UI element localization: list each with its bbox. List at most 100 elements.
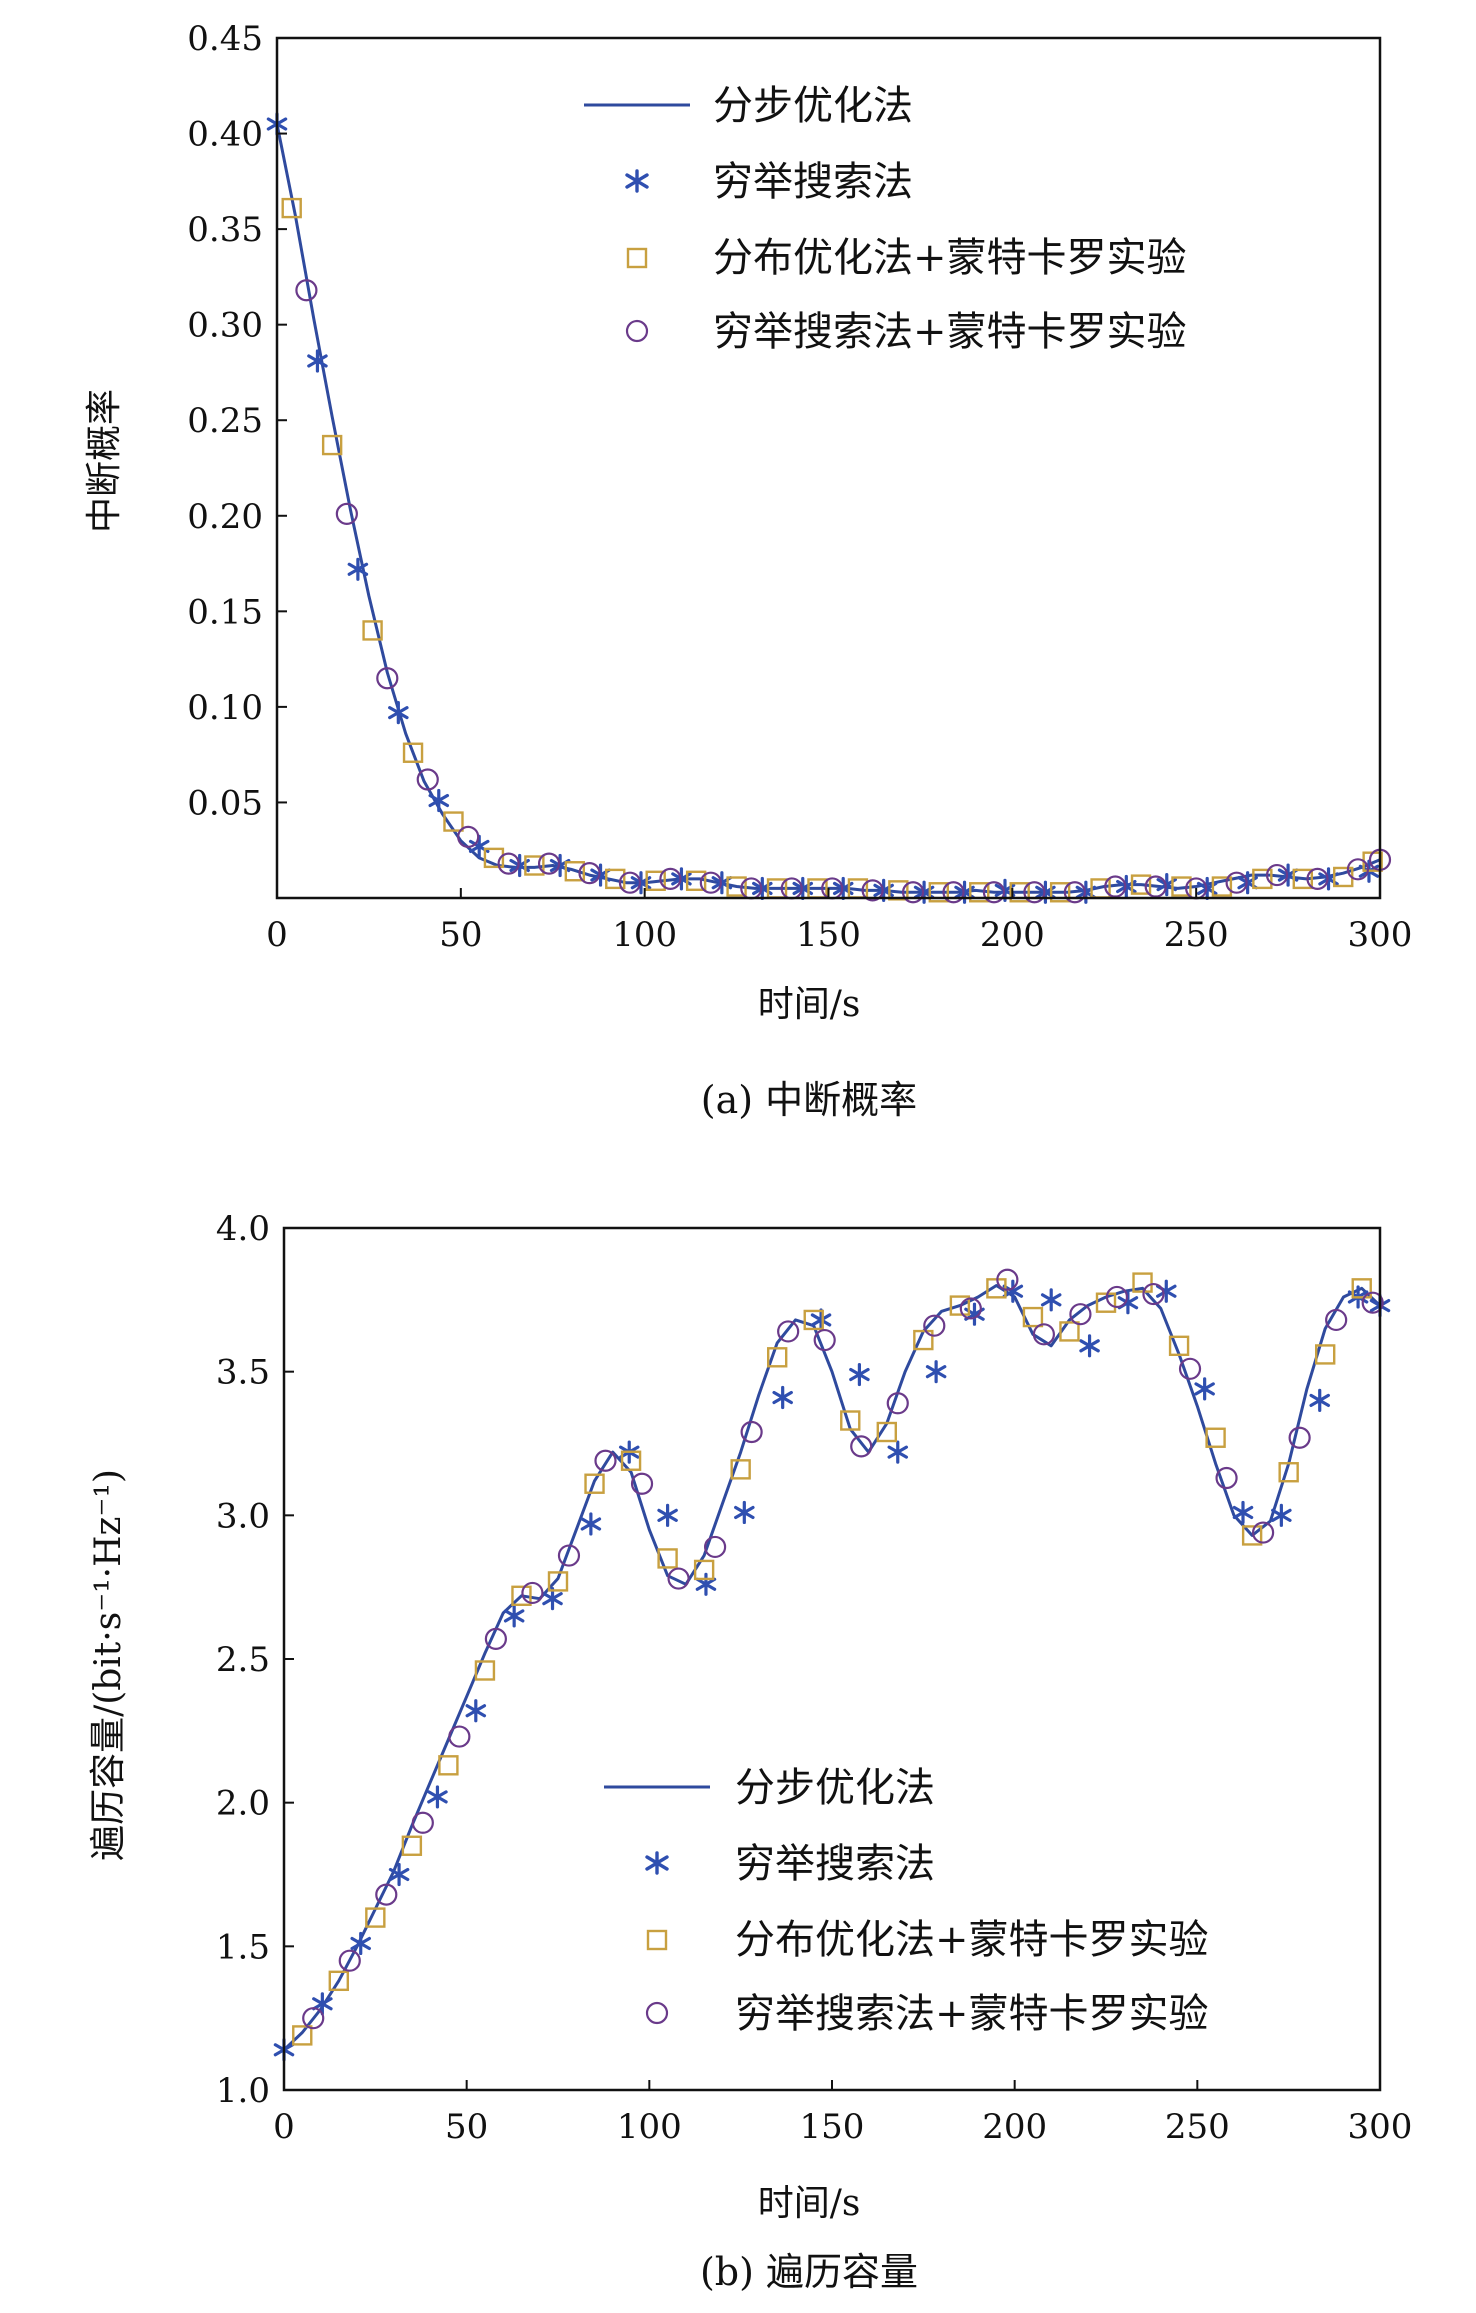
chart-a-square-point bbox=[362, 620, 383, 641]
chart-b-ytick-label: 1.5 bbox=[216, 1927, 270, 1967]
chart-a-circle-point bbox=[1144, 875, 1167, 898]
chart-b-circle-point bbox=[594, 1449, 617, 1472]
chart-b-star-point bbox=[1271, 1503, 1292, 1527]
chart-a-circle-point bbox=[578, 862, 601, 885]
chart-b-square-point bbox=[803, 1309, 824, 1331]
chart-a-ytick-label: 0.30 bbox=[187, 306, 263, 346]
chart-b-star-point bbox=[350, 1931, 371, 1956]
chart-a-data-layer bbox=[266, 112, 1392, 904]
chart-b-circle-point bbox=[813, 1328, 836, 1352]
chart-b-square-point bbox=[1059, 1321, 1080, 1342]
chart-b-star-point bbox=[657, 1503, 678, 1527]
chart-b-circle-point bbox=[630, 1472, 654, 1495]
chart-a-circle-point bbox=[1023, 881, 1046, 904]
chart-a-square-point bbox=[443, 811, 464, 832]
chart-b-star-point bbox=[503, 1604, 525, 1628]
chart-b-circle-point bbox=[959, 1297, 982, 1320]
chart-a-xtick-label: 150 bbox=[796, 915, 861, 955]
chart-a-ticks: 0 50 100 150 200 250 300 0.05 0.10 0.15 0.20 0.25 0.… bbox=[187, 19, 1412, 955]
chart-a-circle-point bbox=[537, 852, 561, 875]
chart-a-square-point bbox=[1171, 876, 1192, 897]
chart-b-square-point bbox=[1205, 1427, 1226, 1448]
chart-a-ylabel: 中断概率 bbox=[84, 389, 125, 533]
chart-a-square-point bbox=[281, 197, 302, 219]
chart-b-ticks: 0 50 100 150 200 250 300 1.0 1.5 2.0 2.5 3.0 3.5 4.0 bbox=[216, 1209, 1413, 2147]
chart-b-square-point bbox=[474, 1660, 496, 1681]
chart-a-xtick-label: 250 bbox=[1164, 915, 1229, 955]
chart-a-circle-point bbox=[1225, 871, 1248, 894]
chart-a-square-point bbox=[1009, 882, 1030, 903]
chart-b-square-point bbox=[1314, 1344, 1336, 1365]
chart-b-square-point bbox=[365, 1907, 386, 1928]
chart-a-square-point bbox=[1130, 874, 1152, 895]
chart-b-circle-point bbox=[1215, 1466, 1238, 1490]
chart-b-circle-point bbox=[484, 1627, 507, 1650]
chart-b-star-point bbox=[1079, 1334, 1100, 1358]
chart-a-xtick-label: 50 bbox=[439, 915, 482, 955]
chart-a-xtick-label: 300 bbox=[1348, 915, 1413, 955]
chart-a-circle-point bbox=[416, 768, 439, 791]
chart-a-circle-point bbox=[335, 502, 358, 525]
chart-b-star-point bbox=[427, 1785, 448, 1809]
chart-b-square-point bbox=[584, 1473, 605, 1494]
chart-b-xtick-label: 250 bbox=[1165, 2107, 1230, 2147]
chart-b-square-point bbox=[730, 1459, 751, 1480]
chart-b-circle-point bbox=[411, 1811, 434, 1834]
chart-b-square-point bbox=[620, 1450, 642, 1471]
chart-b-ytick-label: 3.5 bbox=[216, 1353, 270, 1393]
chart-a-ytick-label: 0.45 bbox=[187, 19, 263, 59]
chart-b-square-point bbox=[1132, 1272, 1153, 1293]
chart-b-ytick-label: 1.0 bbox=[216, 2071, 270, 2111]
chart-b-square-point bbox=[328, 1970, 349, 1992]
chart-a-star-point bbox=[307, 349, 328, 373]
chart-a-legend: 分步优化法 穷举搜索法 分布优化法+蒙特卡罗实验 穷举搜索法+蒙特卡罗实验 bbox=[584, 83, 1187, 355]
chart-b-legend: 分步优化法 穷举搜索法 分布优化法+蒙特卡罗实验 穷举搜索法+蒙特卡罗实验 bbox=[604, 1765, 1209, 2037]
chart-b-xtick-label: 50 bbox=[445, 2107, 488, 2147]
chart-b-star-point bbox=[1232, 1500, 1254, 1525]
chart-a-square-point bbox=[1252, 868, 1273, 890]
chart-outage-probability: 0 50 100 150 200 250 300 0.05 0.10 0.15 0.20 0.25 0.… bbox=[84, 19, 1412, 1122]
chart-b-star-point bbox=[1194, 1377, 1215, 1401]
chart-a-ytick-label: 0.10 bbox=[187, 688, 263, 728]
chart-b-star-point bbox=[542, 1587, 563, 1611]
chart-b-square-point bbox=[913, 1329, 934, 1351]
chart-a-xlabel: 时间/s bbox=[758, 984, 861, 1025]
chart-a-circle-point bbox=[497, 852, 520, 875]
chart-a-circle-point bbox=[376, 667, 399, 690]
chart-b-square-point bbox=[1095, 1292, 1117, 1313]
chart-b-star-point bbox=[580, 1512, 602, 1536]
chart-a-square-point bbox=[1049, 882, 1071, 903]
chart-a-circle-point bbox=[1306, 867, 1329, 890]
chart-b-ytick-label: 2.0 bbox=[216, 1784, 270, 1824]
legend-b-square-marker bbox=[646, 1929, 668, 1951]
chart-ergodic-capacity: 0 50 100 150 200 250 3001.01.52.02.53.03.54.0 … bbox=[88, 1209, 1412, 2294]
chart-a-square-point bbox=[1211, 876, 1233, 897]
chart-b-square-point bbox=[767, 1347, 788, 1368]
chart-b-circle-point bbox=[667, 1567, 690, 1590]
chart-b-circle-point bbox=[1325, 1308, 1348, 1332]
chart-a-circle-point bbox=[295, 279, 318, 302]
chart-b-data-layer bbox=[273, 1268, 1391, 2062]
chart-b-ytick-label: 3.0 bbox=[216, 1496, 270, 1536]
chart-b-square-point bbox=[547, 1571, 569, 1592]
chart-b-xtick-label: 150 bbox=[800, 2107, 865, 2147]
chart-b-square-point bbox=[292, 2025, 313, 2046]
chart-a-square-point bbox=[888, 880, 909, 901]
chart-b-square-point bbox=[949, 1295, 971, 1316]
chart-b-xtick-label: 200 bbox=[982, 2107, 1047, 2147]
chart-a-circle-point bbox=[1063, 881, 1086, 904]
chart-a-ytick-label: 0.15 bbox=[187, 592, 263, 632]
chart-b-xtick-label: 300 bbox=[1348, 2107, 1413, 2147]
chart-b-xtick-label: 0 bbox=[273, 2107, 295, 2147]
chart-b-square-point bbox=[1351, 1278, 1372, 1299]
chart-b-square-point bbox=[438, 1755, 459, 1776]
legend-a-circle-marker bbox=[625, 319, 649, 343]
chart-b-circle-point bbox=[521, 1581, 544, 1605]
chart-b-circle-point bbox=[777, 1320, 800, 1343]
chart-b-circle-point bbox=[1178, 1357, 1202, 1380]
legend-a-square-marker bbox=[626, 247, 648, 269]
chart-a-circle-point bbox=[1104, 875, 1127, 898]
chart-a-square-point bbox=[402, 742, 424, 763]
chart-a-star-point bbox=[347, 557, 369, 581]
chart-b-series-line bbox=[282, 1284, 1382, 2051]
